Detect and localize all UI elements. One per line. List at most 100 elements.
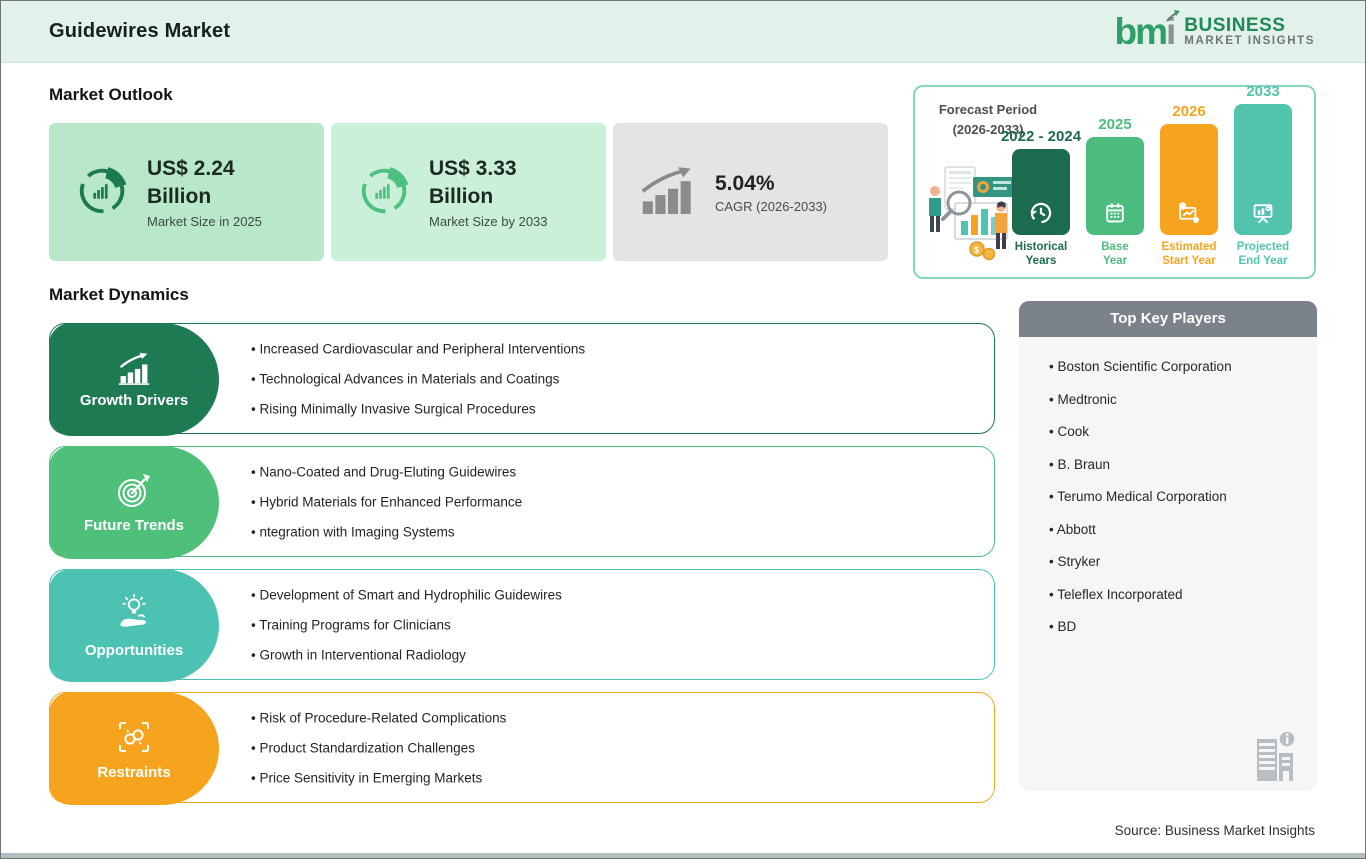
bullet-item: Increased Cardiovascular and Peripheral …: [251, 341, 585, 356]
card-text: 5.04% CAGR (2026-2033): [715, 170, 827, 214]
bar-caption: Historical Years: [1014, 241, 1068, 268]
forecast-bar-projected: 2033 Projected End Year: [1234, 83, 1292, 270]
bar-caption: Projected End Year: [1236, 241, 1290, 268]
logo-word-market-insights: MARKET INSIGHTS: [1184, 35, 1315, 48]
dynamics-row-opportunities: Opportunities Development of Smart and H…: [49, 569, 995, 682]
key-player-item: Abbott: [1049, 522, 1307, 537]
bullet-item: Price Sensitivity in Emerging Markets: [251, 770, 506, 785]
dynamics-row-restraints: Restraints Risk of Procedure-Related Com…: [49, 692, 995, 805]
logo-mark-gray: i: [1166, 11, 1176, 52]
gear-chart-icon: [1178, 202, 1200, 224]
card-value-line: Billion: [147, 185, 212, 208]
restraints-label: Restraints: [49, 692, 219, 805]
bullet-item: Rising Minimally Invasive Surgical Proce…: [251, 401, 585, 416]
card-value-line: 5.04%: [715, 171, 775, 195]
key-player-item: Stryker: [1049, 554, 1307, 569]
forecast-title-line1: Forecast Period: [938, 102, 1038, 117]
top-key-players-heading: Top Key Players: [1019, 301, 1317, 337]
key-players-list: Boston Scientific Corporation Medtronic …: [1019, 337, 1317, 634]
market-dynamics-heading: Market Dynamics: [49, 285, 189, 304]
bar-historical-years: [1012, 149, 1070, 235]
key-player-item: Medtronic: [1049, 392, 1307, 407]
growth-bars-icon: [118, 352, 150, 385]
logo-word-business: BUSINESS: [1184, 14, 1286, 36]
dynamics-label-text: Future Trends: [83, 516, 184, 534]
bullet-item: ntegration with Imaging Systems: [251, 524, 522, 539]
opportunities-bullets: Development of Smart and Hydrophilic Gui…: [251, 572, 562, 677]
bullet-item: Training Programs for Clinicians: [251, 617, 562, 632]
opportunities-label: Opportunities: [49, 569, 219, 682]
bullet-item: Hybrid Materials for Enhanced Performanc…: [251, 494, 522, 509]
bmi-logo-mark: bmi: [1114, 10, 1181, 52]
future-trends-label: Future Trends: [49, 446, 219, 559]
building-info-icon: [1257, 730, 1296, 781]
card-caption: CAGR (2026-2033): [715, 199, 827, 215]
source-note: Source: Business Market Insights: [1114, 823, 1315, 838]
bullet-item: Technological Advances in Materials and …: [251, 371, 585, 386]
bar-year-label: 2033: [1246, 83, 1280, 100]
dynamics-label-text: Growth Drivers: [79, 391, 189, 409]
key-player-item: B. Braun: [1049, 457, 1307, 472]
card-value-line: Billion: [429, 185, 494, 208]
donut-chart-icon: [357, 163, 411, 222]
donut-chart-icon: [75, 163, 129, 222]
svg-text:$: $: [974, 245, 979, 255]
key-player-item: Teleflex Incorporated: [1049, 587, 1307, 602]
dynamics-row-future-trends: Future Trends Nano-Coated and Drug-Eluti…: [49, 446, 995, 559]
header-bar: Guidewires Market bmi BUSINESS MARKET IN…: [1, 1, 1365, 63]
key-player-item: Terumo Medical Corporation: [1049, 489, 1307, 504]
bullet-item: Product Standardization Challenges: [251, 740, 506, 755]
calendar-icon: [1106, 203, 1124, 223]
hand-bulb-icon: [120, 593, 147, 627]
key-player-item: Cook: [1049, 424, 1307, 439]
chain-link-icon: [119, 721, 149, 752]
restraints-bullets: Risk of Procedure-Related Complications …: [251, 695, 506, 800]
dynamics-row-growth-drivers: Growth Drivers Increased Cardiovascular …: [49, 323, 995, 436]
bullet-item: Growth in Interventional Radiology: [251, 647, 562, 662]
forecast-period-title: Forecast Period (2026-2033): [927, 100, 1049, 139]
target-dart-icon: [118, 473, 150, 507]
stat-card-cagr: 5.04% CAGR (2026-2033): [613, 123, 888, 261]
logo-mark-green: bm: [1114, 11, 1168, 52]
forecast-title-line2: (2026-2033): [952, 121, 1024, 137]
card-text: US$ 2.24 Billion Market Size in 2025: [147, 155, 262, 230]
future-trends-bullets: Nano-Coated and Drug-Eluting Guidewires …: [251, 449, 522, 554]
forecast-period-panel: Forecast Period (2026-2033): [913, 83, 1316, 279]
bmi-logo: bmi BUSINESS MARKET INSIGHTS: [1114, 10, 1315, 52]
bullet-item: Nano-Coated and Drug-Eluting Guidewires: [251, 464, 522, 479]
card-caption: Market Size in 2025: [147, 214, 262, 230]
bar-caption: Estimated Start Year: [1161, 241, 1217, 268]
card-text: US$ 3.33 Billion Market Size by 2033: [429, 155, 548, 230]
bar-year-label: 2025: [1098, 116, 1132, 133]
market-outlook-heading: Market Outlook: [49, 85, 173, 104]
bar-caption: Base Year: [1101, 241, 1129, 268]
bar-base-year: [1086, 137, 1144, 235]
bar-projected-end-year: [1234, 104, 1292, 235]
dynamics-label-text: Opportunities: [84, 641, 184, 659]
logo-arrow-icon: [1166, 10, 1181, 22]
stat-cards-row: US$ 2.24 Billion Market Size in 2025 US$…: [49, 123, 888, 261]
forecast-bar-estimated: 2026 Estimated Start Year: [1160, 103, 1218, 270]
bar-year-label: 2026: [1172, 103, 1206, 120]
forecast-illustration: $: [929, 166, 1017, 261]
clock-history-icon: [1030, 202, 1052, 224]
growth-drivers-bullets: Increased Cardiovascular and Peripheral …: [251, 326, 585, 431]
forecast-bar-historical: 2022 - 2024 Historical Years: [1001, 128, 1081, 270]
key-player-item: Boston Scientific Corporation: [1049, 359, 1307, 374]
stat-card-market-size-2025: US$ 2.24 Billion Market Size in 2025: [49, 123, 324, 261]
card-value-line: US$ 2.24: [147, 156, 235, 180]
bar-year-label: 2022 - 2024: [1000, 128, 1082, 145]
presentation-icon: [1253, 204, 1273, 224]
key-player-item: BD: [1049, 619, 1307, 634]
forecast-bar-base: 2025 Base Year: [1086, 116, 1144, 270]
bullet-item: Development of Smart and Hydrophilic Gui…: [251, 587, 561, 602]
top-key-players-panel: Top Key Players Boston Scientific Corpor…: [1019, 301, 1317, 791]
stat-card-market-size-2033: US$ 3.33 Billion Market Size by 2033: [331, 123, 606, 261]
card-caption: Market Size by 2033: [429, 214, 548, 230]
card-value-line: US$ 3.33: [429, 156, 517, 180]
bullet-item: Risk of Procedure-Related Complications: [251, 710, 506, 725]
bar-estimated-start-year: [1160, 124, 1218, 235]
dynamics-label-text: Restraints: [97, 763, 171, 781]
page-title: Guidewires Market: [49, 20, 231, 42]
